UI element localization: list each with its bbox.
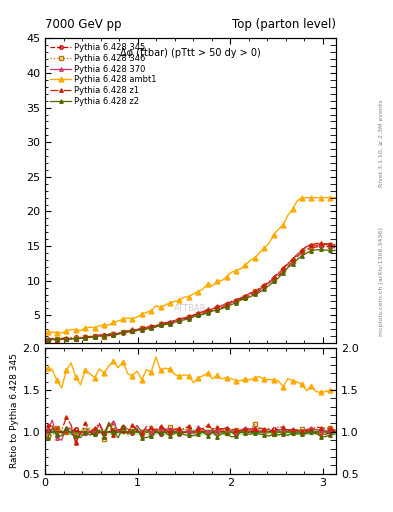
Line: Pythia 6.428 370: Pythia 6.428 370 xyxy=(46,243,337,342)
Pythia 6.428 346 xyxy=(332,244,337,250)
Text: mcplots.cern.ch [arXiv:1306.3436]: mcplots.cern.ch [arXiv:1306.3436] xyxy=(379,227,384,336)
Pythia 6.428 ambt1 xyxy=(224,274,229,280)
Pythia 6.428 z1 xyxy=(318,240,323,246)
Pythia 6.428 z1 xyxy=(332,242,337,248)
Pythia 6.428 370 xyxy=(107,331,111,337)
Pythia 6.428 346 xyxy=(102,333,107,339)
Pythia 6.428 345 xyxy=(191,312,196,318)
Pythia 6.428 z1 xyxy=(191,312,196,318)
Pythia 6.428 z1 xyxy=(107,331,111,337)
Pythia 6.428 345 xyxy=(332,245,337,251)
Line: Pythia 6.428 346: Pythia 6.428 346 xyxy=(46,243,337,342)
Pythia 6.428 z2 xyxy=(220,306,224,312)
Pythia 6.428 z2 xyxy=(318,246,323,252)
Text: Δφ (t̅tbar) (pTtt > 50 dy > 0): Δφ (t̅tbar) (pTtt > 50 dy > 0) xyxy=(120,48,261,57)
Pythia 6.428 370 xyxy=(191,313,196,319)
Pythia 6.428 346 xyxy=(220,303,224,309)
Pythia 6.428 346 xyxy=(295,253,299,259)
Pythia 6.428 z2 xyxy=(121,329,125,335)
Line: Pythia 6.428 z1: Pythia 6.428 z1 xyxy=(46,241,337,342)
Pythia 6.428 370 xyxy=(73,336,78,342)
Pythia 6.428 370 xyxy=(224,301,229,307)
Pythia 6.428 346 xyxy=(69,335,73,341)
Pythia 6.428 345 xyxy=(45,336,50,343)
Pythia 6.428 z1 xyxy=(45,335,50,342)
Pythia 6.428 370 xyxy=(332,242,337,248)
Pythia 6.428 z2 xyxy=(332,247,337,253)
Pythia 6.428 z2 xyxy=(45,337,50,344)
Pythia 6.428 ambt1 xyxy=(73,327,78,333)
Pythia 6.428 ambt1 xyxy=(191,291,196,297)
Pythia 6.428 z2 xyxy=(102,333,107,339)
Pythia 6.428 345 xyxy=(107,333,111,339)
Pythia 6.428 345 xyxy=(125,329,130,335)
Pythia 6.428 z2 xyxy=(69,336,73,342)
Pythia 6.428 346 xyxy=(121,329,125,335)
Pythia 6.428 z1 xyxy=(299,247,304,253)
Pythia 6.428 346 xyxy=(187,314,191,321)
Text: Rivet 3.1.10, ≥ 2.3M events: Rivet 3.1.10, ≥ 2.3M events xyxy=(379,99,384,187)
Pythia 6.428 345 xyxy=(50,337,55,343)
Pythia 6.428 z1 xyxy=(125,329,130,335)
Pythia 6.428 z1 xyxy=(224,301,229,307)
Pythia 6.428 370 xyxy=(323,241,328,247)
Legend: Pythia 6.428 345, Pythia 6.428 346, Pythia 6.428 370, Pythia 6.428 ambt1, Pythia: Pythia 6.428 345, Pythia 6.428 346, Pyth… xyxy=(47,40,160,109)
Pythia 6.428 370 xyxy=(55,337,59,343)
Pythia 6.428 ambt1 xyxy=(332,195,337,201)
Pythia 6.428 346 xyxy=(45,337,50,344)
Pythia 6.428 ambt1 xyxy=(59,330,64,336)
Pythia 6.428 ambt1 xyxy=(107,322,111,328)
Pythia 6.428 ambt1 xyxy=(45,329,50,335)
Text: 7000 GeV pp: 7000 GeV pp xyxy=(45,18,122,31)
Pythia 6.428 345 xyxy=(323,243,328,249)
Line: Pythia 6.428 z2: Pythia 6.428 z2 xyxy=(46,248,337,342)
Pythia 6.428 ambt1 xyxy=(299,195,304,201)
Pythia 6.428 370 xyxy=(125,328,130,334)
Pythia 6.428 z2 xyxy=(295,257,299,263)
Pythia 6.428 z1 xyxy=(55,337,59,343)
Pythia 6.428 370 xyxy=(45,336,50,343)
Pythia 6.428 345 xyxy=(299,249,304,255)
Line: Pythia 6.428 ambt1: Pythia 6.428 ambt1 xyxy=(45,195,337,335)
Line: Pythia 6.428 345: Pythia 6.428 345 xyxy=(46,244,337,342)
Y-axis label: Ratio to Pythia 6.428 345: Ratio to Pythia 6.428 345 xyxy=(10,353,19,468)
Pythia 6.428 345 xyxy=(73,334,78,340)
Pythia 6.428 z2 xyxy=(187,316,191,322)
Pythia 6.428 ambt1 xyxy=(304,195,309,201)
Bar xyxy=(45,429,336,434)
Pythia 6.428 346 xyxy=(318,242,323,248)
Pythia 6.428 ambt1 xyxy=(125,315,130,321)
Pythia 6.428 370 xyxy=(299,248,304,254)
Pythia 6.428 z1 xyxy=(73,336,78,342)
Pythia 6.428 345 xyxy=(224,303,229,309)
Text: ATTBAR: ATTBAR xyxy=(174,304,207,312)
Text: Top (parton level): Top (parton level) xyxy=(232,18,336,31)
